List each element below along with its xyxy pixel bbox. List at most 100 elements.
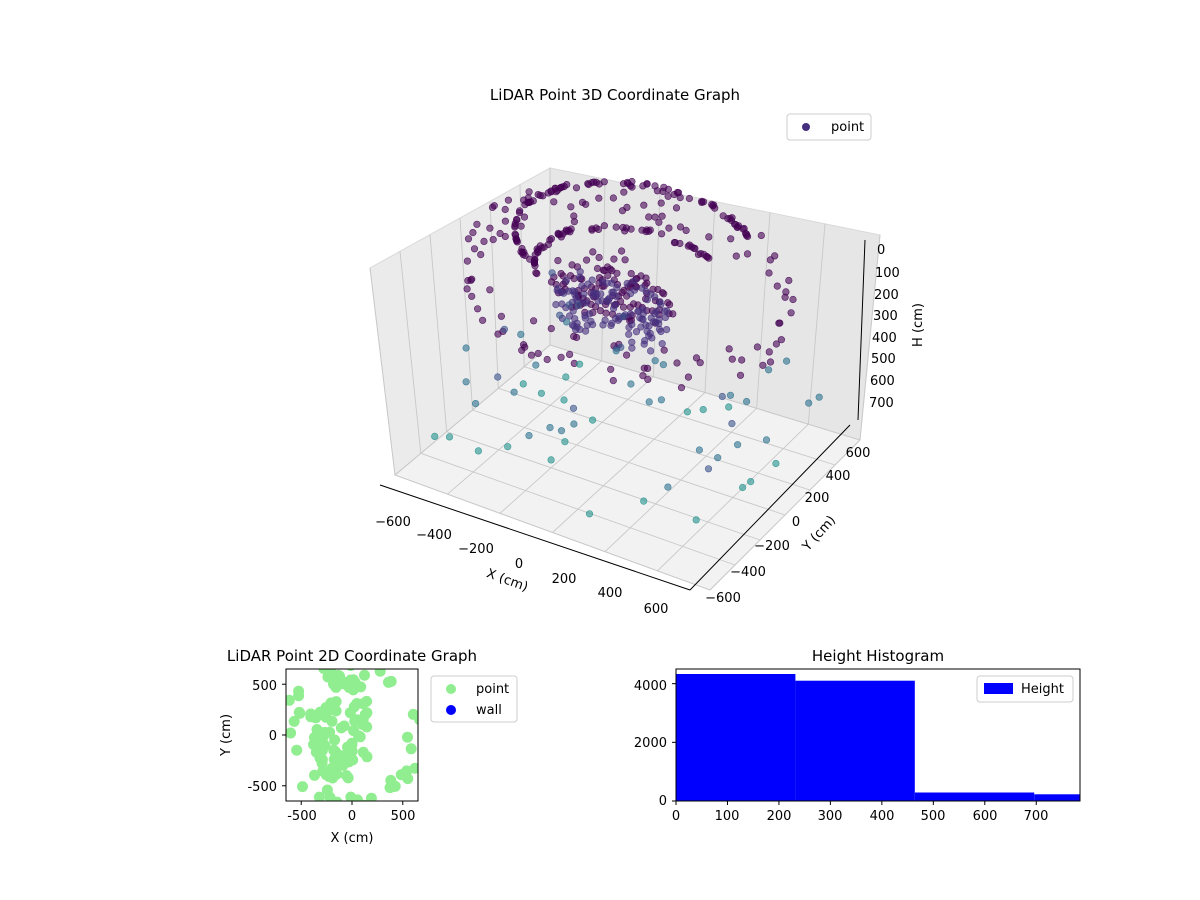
histogram-x-tick-label: 100	[715, 809, 740, 824]
data-point	[651, 357, 659, 365]
data-point	[785, 276, 793, 285]
data-point	[570, 420, 578, 428]
data-point	[609, 194, 618, 202]
data-point	[572, 326, 580, 334]
data-point	[547, 235, 556, 243]
data-point	[511, 230, 519, 238]
data-point	[657, 199, 665, 207]
data-point	[402, 773, 414, 785]
data-point	[646, 226, 654, 234]
data-point	[670, 239, 679, 247]
data-point	[365, 792, 377, 801]
z-tick-label: 300	[873, 309, 898, 324]
z-axis-label: H (cm)	[911, 303, 926, 347]
data-point	[480, 237, 488, 245]
data-point	[639, 372, 647, 380]
grid-line	[524, 366, 836, 466]
histogram-x-tick-label: 0	[672, 809, 680, 824]
histogram-x-tick-label: 300	[818, 809, 843, 824]
data-point	[554, 257, 562, 265]
data-point	[673, 359, 681, 367]
data-point	[470, 245, 479, 253]
data-point	[595, 194, 603, 202]
x-tick-label: −200	[458, 542, 494, 557]
data-point	[656, 298, 664, 306]
data-point	[599, 321, 607, 329]
data-point	[660, 307, 669, 315]
data-point	[646, 329, 654, 338]
data-point	[532, 361, 540, 369]
data-point	[643, 364, 652, 373]
data-point	[338, 750, 350, 762]
data-point	[655, 218, 663, 226]
data-point	[342, 772, 354, 784]
data-point	[312, 731, 324, 743]
y-tick-label: 200	[805, 491, 830, 506]
data-point	[494, 330, 502, 338]
data-point	[527, 351, 536, 359]
data-point	[676, 194, 684, 202]
chart-2d-y-tick-label: 500	[252, 679, 277, 694]
data-point	[649, 318, 657, 326]
data-point	[517, 222, 525, 230]
chart-2d: LiDAR Point 2D Coordinate Graph -500 0 5…	[219, 647, 518, 846]
data-point	[464, 277, 472, 285]
legend-histogram: Height	[976, 675, 1074, 703]
data-point	[626, 310, 635, 318]
x-axis-line	[379, 484, 691, 591]
data-point	[600, 222, 609, 230]
data-point	[613, 269, 621, 277]
data-point	[494, 373, 502, 381]
legend-3d-label: point	[831, 120, 864, 135]
data-point	[654, 285, 662, 294]
data-point	[726, 391, 735, 399]
x-tick-label: 200	[552, 572, 577, 587]
legend-2d: point wall	[430, 675, 518, 723]
data-point	[582, 200, 590, 208]
data-point	[651, 309, 659, 318]
data-point	[772, 459, 780, 468]
data-point	[787, 309, 795, 317]
grid-line	[709, 439, 861, 591]
data-point	[568, 261, 576, 269]
data-point	[585, 510, 594, 518]
y-tick-label: −400	[730, 565, 766, 580]
data-point	[598, 278, 607, 286]
data-point	[646, 347, 655, 355]
data-point	[657, 396, 666, 404]
data-point	[773, 282, 781, 290]
data-point	[719, 212, 727, 220]
data-point	[286, 694, 295, 706]
chart-2d-x-axis-label: X (cm)	[331, 831, 374, 846]
data-point	[359, 669, 370, 681]
data-point	[655, 325, 664, 333]
data-point	[628, 344, 636, 352]
data-point	[321, 784, 333, 796]
data-point	[572, 184, 581, 192]
data-point	[580, 290, 588, 298]
data-point	[683, 408, 692, 416]
z-tick-label: 700	[869, 396, 894, 411]
data-point	[409, 762, 418, 774]
z-tick-label: 600	[870, 374, 895, 389]
grid-line	[399, 251, 422, 454]
data-point	[463, 285, 471, 293]
y-tick-label: −200	[754, 539, 790, 554]
data-point	[588, 416, 597, 424]
y-ticks: −600 −400 −200 0 200 400 600	[705, 446, 870, 606]
histogram-bars	[676, 674, 1080, 801]
data-point	[765, 269, 773, 277]
data-point	[560, 396, 568, 404]
data-point	[309, 769, 320, 781]
data-point	[581, 314, 589, 322]
data-point	[595, 253, 603, 262]
histogram-y-tick-label: 2000	[634, 736, 667, 751]
data-point	[520, 213, 529, 221]
data-point	[351, 794, 363, 801]
data-point	[562, 318, 571, 326]
data-point	[641, 337, 649, 345]
data-point	[293, 706, 305, 718]
data-point	[582, 256, 591, 264]
y-axis-line	[689, 424, 851, 591]
